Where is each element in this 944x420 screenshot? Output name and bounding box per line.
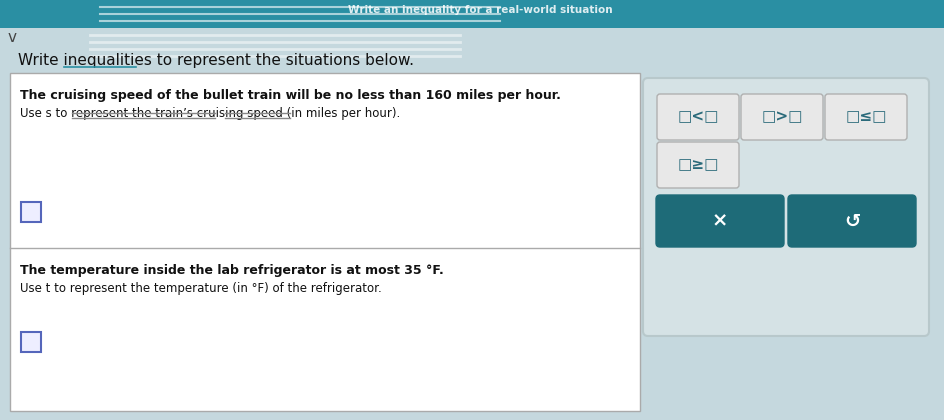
Text: v: v <box>8 29 17 45</box>
FancyBboxPatch shape <box>657 142 739 188</box>
Text: Write an inequality for a real-world situation: Write an inequality for a real-world sit… <box>347 5 613 15</box>
FancyBboxPatch shape <box>21 202 41 222</box>
Text: □<□: □<□ <box>677 110 718 124</box>
Text: □≥□: □≥□ <box>677 158 718 173</box>
Text: ↺: ↺ <box>844 212 860 231</box>
FancyBboxPatch shape <box>0 0 944 28</box>
FancyBboxPatch shape <box>825 94 907 140</box>
Text: □≤□: □≤□ <box>845 110 886 124</box>
FancyBboxPatch shape <box>741 94 823 140</box>
FancyBboxPatch shape <box>643 78 929 336</box>
FancyBboxPatch shape <box>10 73 640 411</box>
Text: The temperature inside the lab refrigerator is at most 35 °F.: The temperature inside the lab refrigera… <box>20 264 444 277</box>
Text: Write inequalities to represent the situations below.: Write inequalities to represent the situ… <box>18 52 414 68</box>
FancyBboxPatch shape <box>21 332 41 352</box>
Text: Use s to represent the train’s cruising speed (in miles per hour).: Use s to represent the train’s cruising … <box>20 107 400 120</box>
FancyBboxPatch shape <box>656 195 784 247</box>
Text: ×: × <box>712 212 728 231</box>
Text: The cruising speed of the bullet train will be no less than 160 miles per hour.: The cruising speed of the bullet train w… <box>20 89 561 102</box>
Text: Use t to represent the temperature (in °F) of the refrigerator.: Use t to represent the temperature (in °… <box>20 282 381 295</box>
FancyBboxPatch shape <box>788 195 916 247</box>
Text: □>□: □>□ <box>761 110 802 124</box>
FancyBboxPatch shape <box>657 94 739 140</box>
